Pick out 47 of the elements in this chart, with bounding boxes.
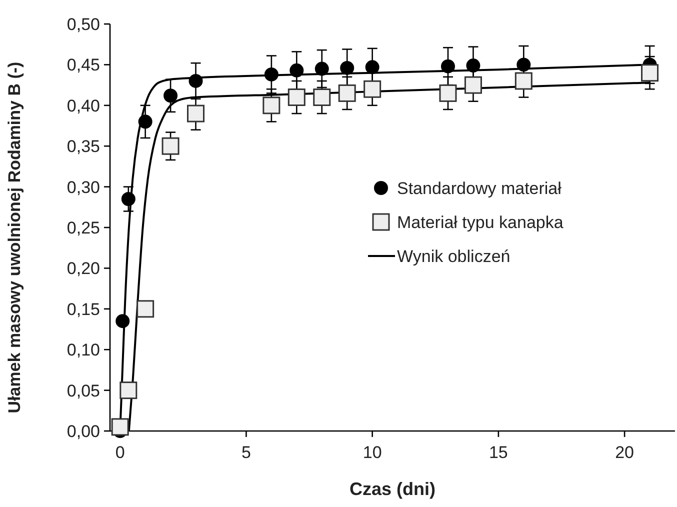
y-tick-label: 0,25 — [66, 218, 100, 238]
y-tick-label: 0,10 — [66, 340, 100, 360]
point — [439, 84, 457, 102]
point — [187, 104, 205, 122]
x-tick-label: 0 — [115, 443, 125, 462]
point — [314, 62, 329, 76]
legend-label: Standardowy materiał — [397, 178, 562, 198]
point — [136, 300, 154, 318]
point — [313, 88, 331, 106]
point — [121, 192, 136, 206]
point — [164, 88, 178, 103]
x-tick-label: 10 — [362, 443, 382, 462]
point — [111, 418, 129, 436]
point — [514, 72, 532, 90]
y-tick-label: 0,45 — [66, 56, 100, 75]
y-tick-label: 0,05 — [66, 381, 100, 400]
point — [116, 314, 130, 328]
point — [641, 64, 659, 82]
x-tick-label: 20 — [615, 443, 634, 462]
x-axis-title: Czas (dni) — [349, 479, 436, 499]
point — [120, 382, 138, 400]
y-axis-title: Ułamek masowy uwolnionej Rodaminy B (-) — [5, 62, 24, 414]
x-tick-label: 5 — [241, 443, 251, 462]
y-tick-label: 0,30 — [66, 178, 100, 197]
y-tick-label: 0,50 — [66, 14, 100, 34]
point — [464, 76, 482, 94]
legend-label: Wynik obliczeń — [397, 246, 510, 266]
x-tick-label: 15 — [488, 443, 508, 462]
point — [162, 137, 180, 155]
y-tick-label: 0,40 — [66, 96, 100, 116]
point — [340, 60, 354, 75]
point — [364, 80, 382, 98]
y-tick-label: 0,35 — [66, 137, 100, 156]
y-tick-label: 0,20 — [66, 259, 100, 278]
point — [338, 84, 356, 102]
point — [188, 74, 203, 88]
y-tick-label: 0,00 — [66, 422, 100, 441]
point — [466, 58, 480, 73]
legend-label: Materiał typu kanapka — [397, 212, 564, 232]
point — [264, 67, 278, 82]
point — [288, 88, 306, 106]
point — [365, 60, 380, 74]
point — [138, 114, 152, 129]
point — [262, 96, 280, 114]
point — [290, 63, 304, 78]
y-tick-label: 0,15 — [66, 300, 100, 319]
point — [440, 59, 455, 74]
